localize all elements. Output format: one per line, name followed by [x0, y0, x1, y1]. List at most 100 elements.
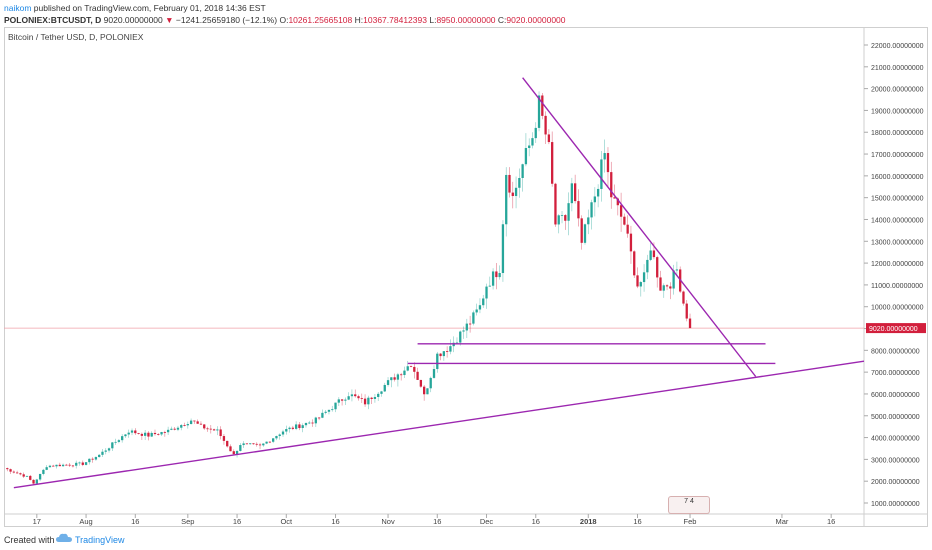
- candle-body: [265, 441, 268, 444]
- candle-body: [81, 462, 84, 465]
- y-tick-label: 4000.00000000: [871, 436, 920, 443]
- candle-body: [505, 174, 508, 225]
- author-link[interactable]: naikom: [4, 3, 32, 13]
- y-tick-label: 6000.00000000: [871, 392, 920, 399]
- y-tick-label: 18000.00000000: [871, 130, 924, 137]
- candle-body: [596, 188, 600, 197]
- y-tick-label: 3000.00000000: [871, 457, 920, 464]
- events-badge[interactable]: 7 4: [668, 496, 710, 514]
- candle-body: [58, 464, 61, 467]
- candle-body: [137, 433, 140, 434]
- down-arrow-icon: ▼: [165, 15, 174, 25]
- candle-body: [573, 183, 577, 202]
- trendline-resistance: [522, 77, 757, 377]
- candle-body: [176, 427, 180, 430]
- candle-body: [331, 409, 334, 411]
- candle-body: [239, 445, 242, 451]
- candle-body: [396, 374, 400, 380]
- candle-body: [291, 427, 295, 429]
- tradingview-brand[interactable]: TradingView: [75, 535, 125, 545]
- candle-body: [75, 462, 78, 466]
- candle-body: [252, 443, 255, 445]
- candle-body: [636, 275, 639, 287]
- candle-body: [147, 432, 150, 437]
- high-value: 10367.78412393: [363, 15, 427, 25]
- candle-body: [193, 420, 196, 422]
- candle-body: [281, 431, 285, 435]
- candle-body: [48, 465, 52, 468]
- candle-body: [42, 469, 45, 474]
- candle-body: [514, 187, 518, 197]
- candle-body: [88, 458, 91, 463]
- candle-body: [495, 271, 498, 278]
- candle-body: [186, 424, 189, 426]
- candle-body: [662, 285, 665, 291]
- candle-body: [340, 399, 344, 401]
- chart-frame[interactable]: [4, 27, 928, 527]
- candle-body: [278, 434, 281, 437]
- candle-body: [114, 441, 117, 443]
- candle-body: [380, 391, 383, 394]
- candle-body: [682, 291, 685, 304]
- candle-body: [15, 472, 19, 474]
- candle-body: [436, 353, 439, 370]
- candle-body: [12, 471, 15, 473]
- badge-number-2: 4: [689, 498, 694, 505]
- badge-number-1: 7: [684, 498, 689, 505]
- candle-body: [373, 396, 377, 399]
- candle-body: [544, 115, 547, 135]
- close-value: 9020.00000000: [506, 15, 566, 25]
- low-label: L:: [429, 15, 437, 25]
- candle-body: [78, 462, 81, 464]
- candle-body: [183, 425, 186, 426]
- candle-body: [360, 398, 363, 399]
- candle-body: [314, 417, 317, 424]
- candle-body: [557, 215, 560, 225]
- x-tick-label: Dec: [480, 517, 494, 526]
- candle-body: [134, 430, 137, 434]
- candle-body: [71, 465, 75, 467]
- candle-body: [101, 451, 104, 455]
- candle-body: [567, 203, 570, 221]
- candle-body: [616, 198, 619, 206]
- candle-body: [163, 432, 166, 433]
- candle-body: [554, 183, 557, 225]
- candle-body: [203, 424, 206, 429]
- y-tick-label: 20000.00000000: [871, 87, 924, 94]
- candle-body: [468, 323, 472, 325]
- candle-body: [455, 342, 459, 344]
- candle-body: [272, 438, 275, 442]
- candle-body: [25, 475, 29, 477]
- candle-body: [65, 464, 68, 466]
- candle-body: [534, 127, 537, 139]
- change-value: −1241.25659180 (−12.1%): [175, 15, 278, 25]
- candle-body: [288, 427, 291, 430]
- candle-body: [652, 250, 656, 258]
- candle-body: [432, 369, 436, 378]
- candle-body: [685, 303, 688, 319]
- candle-body: [511, 192, 514, 197]
- candle-body: [91, 458, 94, 460]
- x-tick-label: 16: [131, 517, 139, 526]
- candle-body: [600, 159, 603, 189]
- candle-body: [610, 172, 613, 198]
- candle-body: [344, 399, 347, 401]
- candle-body: [212, 429, 216, 431]
- candle-body: [19, 473, 22, 475]
- candle-body: [370, 397, 373, 399]
- candle-body: [357, 396, 360, 399]
- candle-body: [127, 432, 130, 435]
- candle-body: [613, 197, 616, 199]
- y-tick-label: 8000.00000000: [871, 348, 920, 355]
- x-tick-label: 16: [433, 517, 441, 526]
- candle-body: [672, 270, 675, 289]
- candle-body: [465, 323, 468, 331]
- y-tick-label: 2000.00000000: [871, 479, 920, 486]
- candle-body: [429, 377, 432, 389]
- candle-body: [419, 379, 423, 387]
- candle-body: [294, 424, 298, 429]
- open-label: O:: [279, 15, 289, 25]
- candle-body: [29, 475, 32, 480]
- candle-body: [268, 441, 272, 443]
